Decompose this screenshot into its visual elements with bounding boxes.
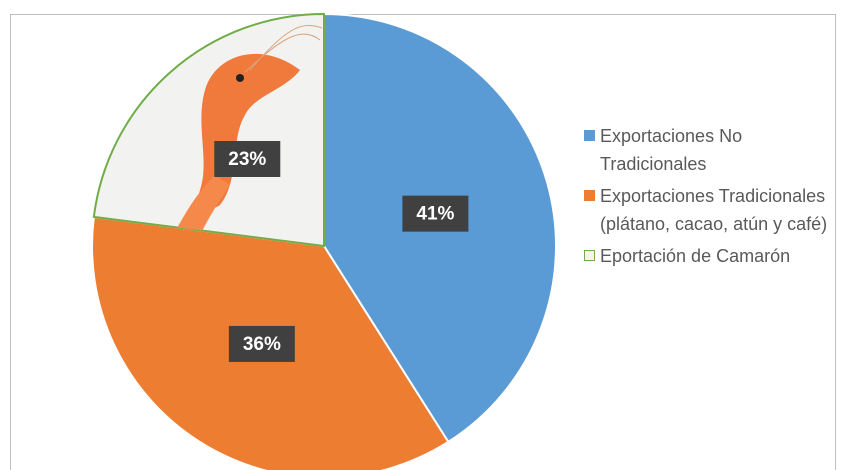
data-label: 41% (416, 204, 454, 225)
chart-frame (10, 14, 836, 470)
legend-label: Eportación de Camarón (600, 246, 791, 266)
legend-item: Exportaciones Tradicionales (plátano, ca… (584, 182, 834, 238)
data-label-box (214, 140, 281, 177)
labels: 41% 36% 23% (214, 140, 469, 362)
legend-label: Exportaciones No Tradicionales (600, 126, 743, 174)
legend-swatch (584, 190, 595, 201)
data-label: 23% (228, 149, 266, 170)
legend-item: Eportación de Camarón (584, 242, 834, 270)
legend-swatch (584, 130, 595, 141)
data-label: 36% (243, 334, 281, 355)
legend-swatch (584, 250, 595, 261)
legend: Exportaciones No Tradicionales Exportacio… (584, 122, 834, 274)
data-label-box (228, 325, 295, 362)
legend-item: Exportaciones No Tradicionales (584, 122, 834, 178)
legend-label: Exportaciones Tradicionales (plátano, ca… (600, 186, 828, 234)
data-label-box (402, 195, 469, 232)
slices (91, 12, 557, 470)
